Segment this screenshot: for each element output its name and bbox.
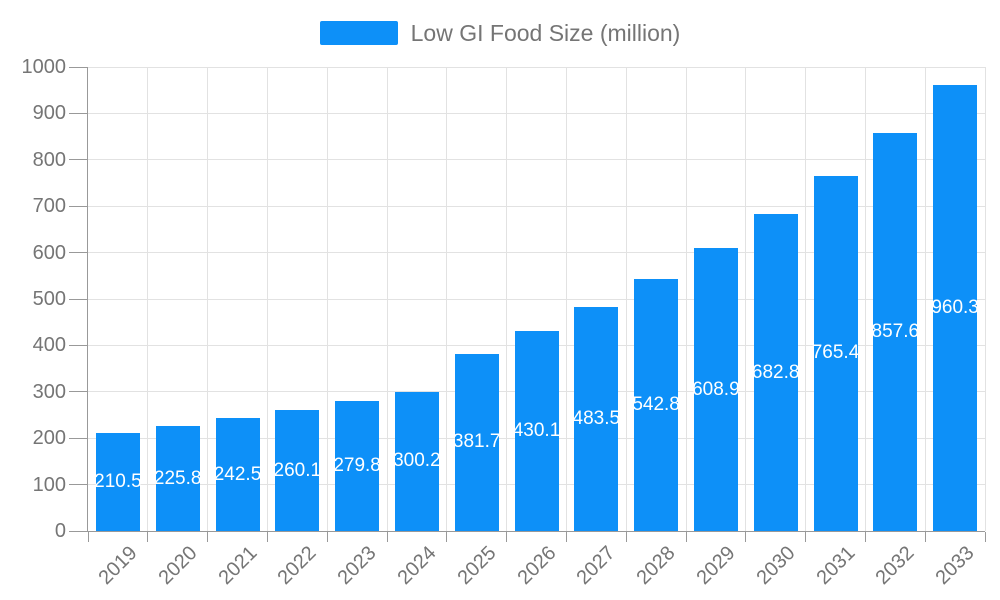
y-tick-label: 500 bbox=[32, 288, 66, 310]
x-tick-mark bbox=[87, 532, 89, 542]
y-tick-mark bbox=[69, 112, 87, 114]
bar[interactable] bbox=[155, 426, 200, 531]
y-tick-mark bbox=[69, 437, 87, 439]
bar[interactable] bbox=[394, 391, 439, 531]
h-gridline bbox=[88, 252, 985, 254]
h-gridline bbox=[88, 159, 985, 161]
x-tick-label: 2020 bbox=[154, 542, 202, 590]
v-gridline bbox=[864, 67, 866, 531]
bar[interactable] bbox=[95, 433, 140, 531]
y-tick-label: 1000 bbox=[21, 56, 67, 78]
y-tick-mark bbox=[69, 344, 87, 346]
v-gridline bbox=[984, 67, 986, 531]
y-tick-label: 300 bbox=[32, 380, 66, 403]
h-gridline bbox=[88, 205, 985, 207]
v-gridline bbox=[805, 67, 807, 531]
x-tick-mark bbox=[326, 532, 328, 542]
bar[interactable] bbox=[574, 306, 619, 531]
bar[interactable] bbox=[634, 279, 679, 531]
x-tick-label: 2026 bbox=[513, 542, 561, 590]
bar[interactable] bbox=[813, 175, 858, 531]
x-tick-mark bbox=[685, 532, 687, 542]
x-tick-label: 2019 bbox=[94, 542, 142, 590]
y-tick-label: 200 bbox=[32, 427, 66, 450]
v-gridline bbox=[326, 67, 328, 531]
x-tick-mark bbox=[565, 532, 567, 542]
x-tick-mark bbox=[984, 532, 986, 542]
x-tick-mark bbox=[386, 532, 388, 542]
bar[interactable] bbox=[514, 331, 559, 531]
v-gridline bbox=[924, 67, 926, 531]
y-tick-label: 600 bbox=[32, 241, 66, 264]
v-gridline bbox=[506, 67, 508, 531]
h-gridline bbox=[88, 112, 985, 114]
x-axis-line bbox=[87, 531, 985, 532]
v-gridline bbox=[266, 67, 268, 531]
x-tick-mark bbox=[805, 532, 807, 542]
bar[interactable] bbox=[454, 353, 499, 531]
x-tick-mark bbox=[506, 532, 508, 542]
x-tick-label: 2024 bbox=[393, 542, 441, 590]
plot-area: 210.5 225.8 242.5 260.1 279.8 300.2 381.7 430.1… bbox=[69, 66, 986, 542]
x-tick-label: 2033 bbox=[931, 542, 979, 590]
y-tick-label: 800 bbox=[32, 148, 66, 171]
bar[interactable] bbox=[275, 410, 320, 531]
y-tick-mark bbox=[69, 66, 87, 68]
y-tick-mark bbox=[69, 391, 87, 393]
v-gridline bbox=[446, 67, 448, 531]
x-tick-mark bbox=[864, 532, 866, 542]
y-tick-label: 900 bbox=[32, 102, 66, 125]
bar[interactable] bbox=[933, 85, 978, 531]
x-tick-mark bbox=[266, 532, 268, 542]
x-tick-label: 2027 bbox=[572, 542, 620, 590]
y-tick-label: 400 bbox=[32, 334, 66, 357]
bar[interactable] bbox=[873, 133, 918, 531]
x-tick-label: 2032 bbox=[871, 542, 919, 590]
x-tick-label: 2030 bbox=[752, 542, 800, 590]
x-tick-label: 2025 bbox=[453, 542, 501, 590]
y-tick-mark bbox=[69, 298, 87, 300]
v-gridline bbox=[625, 67, 627, 531]
bar[interactable] bbox=[693, 248, 738, 531]
x-tick-label: 2023 bbox=[333, 542, 381, 590]
v-gridline bbox=[207, 67, 209, 531]
x-tick-label: 2021 bbox=[214, 542, 262, 590]
h-gridline bbox=[88, 66, 985, 68]
x-tick-mark bbox=[207, 532, 209, 542]
x-tick-label: 2028 bbox=[632, 542, 680, 590]
x-tick-mark bbox=[625, 532, 627, 542]
y-tick-mark bbox=[69, 252, 87, 254]
v-gridline bbox=[386, 67, 388, 531]
bar[interactable] bbox=[753, 214, 798, 531]
bar[interactable] bbox=[335, 401, 380, 531]
y-tick-label: 100 bbox=[32, 473, 66, 496]
v-gridline bbox=[147, 67, 149, 531]
y-tick-mark bbox=[69, 484, 87, 486]
y-tick-mark bbox=[69, 530, 87, 532]
x-tick-label: 2031 bbox=[812, 542, 860, 590]
v-gridline bbox=[745, 67, 747, 531]
legend-swatch-icon bbox=[319, 21, 398, 45]
y-axis-line bbox=[87, 67, 88, 531]
v-gridline bbox=[565, 67, 567, 531]
v-gridline bbox=[685, 67, 687, 531]
x-tick-label: 2029 bbox=[692, 542, 740, 590]
y-tick-mark bbox=[69, 159, 87, 161]
legend-series-label: Low GI Food Size (million) bbox=[410, 19, 681, 46]
bar[interactable] bbox=[215, 418, 260, 531]
x-tick-mark bbox=[147, 532, 149, 542]
h-gridline bbox=[88, 298, 985, 300]
x-tick-mark bbox=[924, 532, 926, 542]
y-tick-mark bbox=[69, 205, 87, 207]
x-tick-mark bbox=[745, 532, 747, 542]
y-tick-label: 0 bbox=[54, 520, 66, 542]
x-tick-label: 2022 bbox=[273, 542, 321, 590]
y-tick-label: 700 bbox=[32, 195, 66, 218]
legend[interactable]: Low GI Food Size (million) bbox=[0, 14, 1000, 52]
x-tick-mark bbox=[446, 532, 448, 542]
